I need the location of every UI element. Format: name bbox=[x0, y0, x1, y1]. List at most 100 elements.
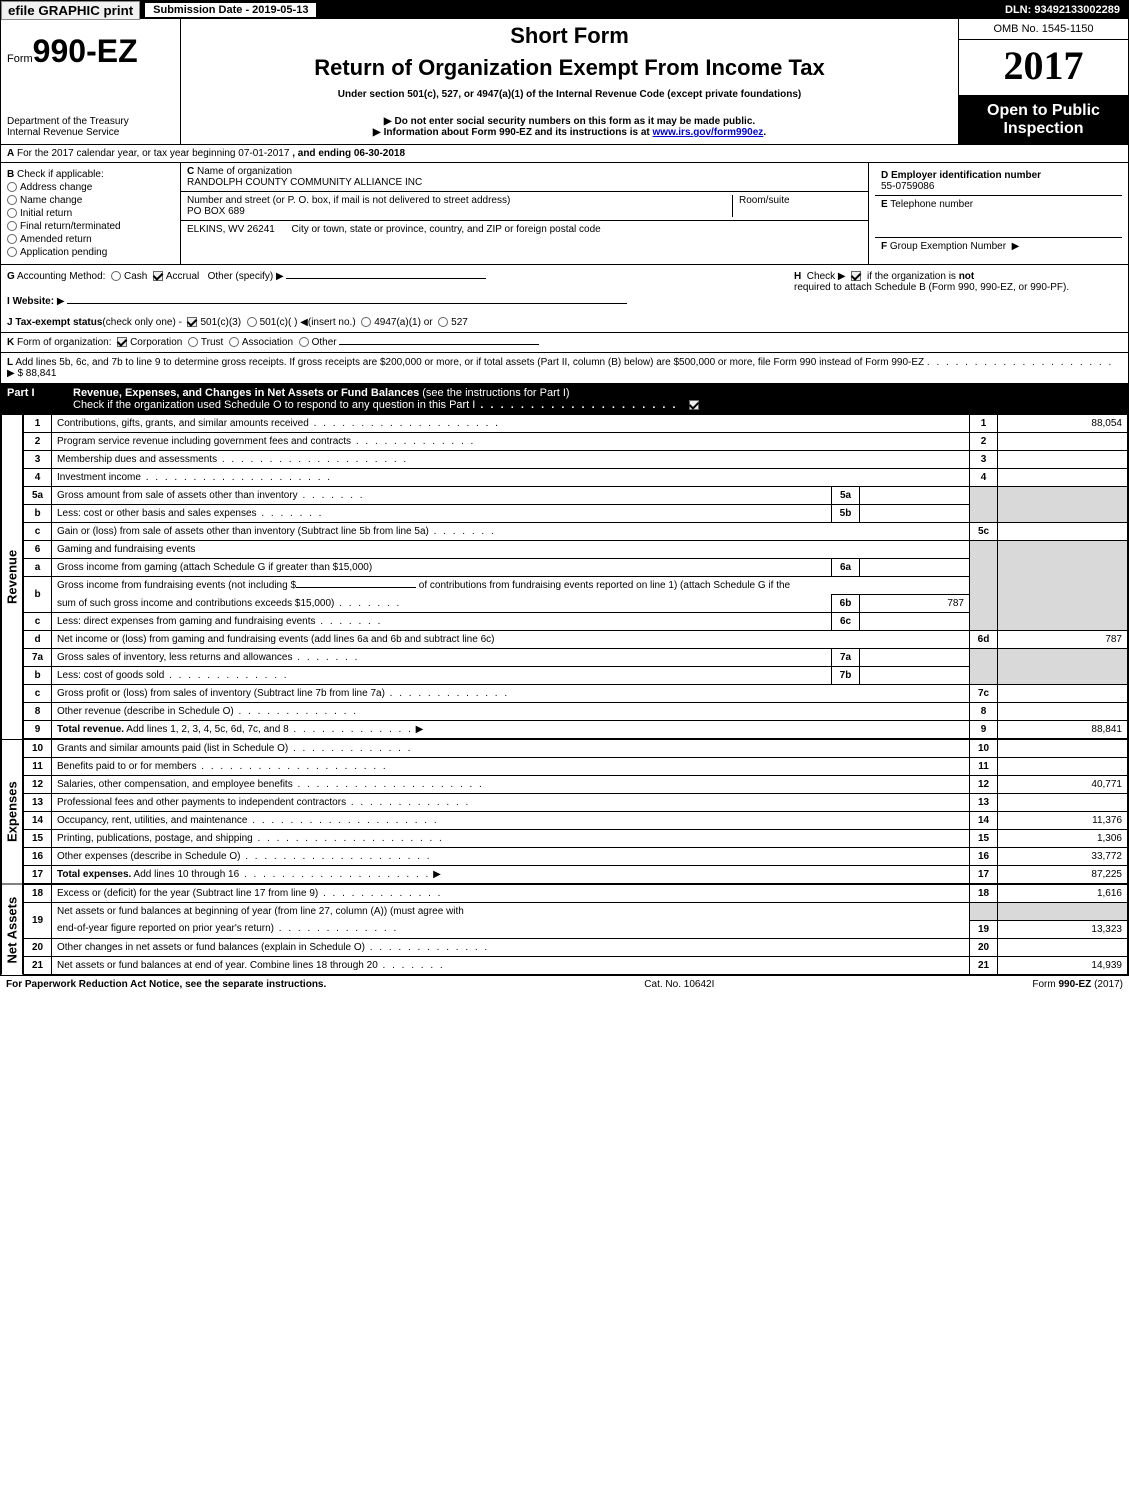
l1-num: 1 bbox=[24, 415, 52, 433]
accrual-label: Accrual bbox=[166, 271, 199, 282]
letter-b: B bbox=[7, 169, 14, 180]
j-4947-checkbox[interactable] bbox=[361, 317, 371, 327]
l10-num: 10 bbox=[24, 740, 52, 758]
l6d-label: Net income or (loss) from gaming and fun… bbox=[57, 634, 494, 645]
notice-info-suffix: . bbox=[763, 127, 766, 138]
line-7c: cGross profit or (loss) from sales of in… bbox=[24, 685, 1128, 703]
shade-cell bbox=[970, 541, 998, 631]
other-method-input[interactable] bbox=[286, 278, 486, 279]
letter-e: E bbox=[881, 199, 888, 210]
ein-cell: D Employer identification number 55-0759… bbox=[875, 167, 1122, 196]
line-6c: cLess: direct expenses from gaming and f… bbox=[24, 613, 1128, 631]
line-h: H Check ▶ if the organization is not req… bbox=[788, 265, 1128, 313]
j-501c-checkbox[interactable] bbox=[247, 317, 257, 327]
final-return-checkbox[interactable] bbox=[7, 221, 17, 231]
l2-label: Program service revenue including govern… bbox=[57, 436, 351, 447]
line-6: 6Gaming and fundraising events bbox=[24, 541, 1128, 559]
application-pending-checkbox[interactable] bbox=[7, 247, 17, 257]
l15-num: 15 bbox=[24, 830, 52, 848]
line-12: 12Salaries, other compensation, and empl… bbox=[24, 776, 1128, 794]
line-i: I Website: ▶ bbox=[7, 296, 782, 307]
l3-label: Membership dues and assessments bbox=[57, 454, 217, 465]
website-input[interactable] bbox=[67, 303, 627, 304]
l7c-box: 7c bbox=[970, 685, 998, 703]
footer: For Paperwork Reduction Act Notice, see … bbox=[0, 976, 1129, 993]
shade-cell bbox=[998, 541, 1128, 631]
letter-j: J bbox=[7, 317, 13, 328]
k-other-input[interactable] bbox=[339, 344, 539, 345]
notice-ssn: Do not enter social security numbers on … bbox=[395, 116, 756, 127]
amended-return-checkbox[interactable] bbox=[7, 234, 17, 244]
l13-amt bbox=[998, 794, 1128, 812]
line-6b-1: bGross income from fundraising events (n… bbox=[24, 577, 1128, 595]
l6b-input[interactable] bbox=[296, 587, 416, 588]
h-checkbox[interactable] bbox=[851, 271, 861, 281]
l8-amt bbox=[998, 703, 1128, 721]
l9-num: 9 bbox=[24, 721, 52, 739]
dots-icon bbox=[247, 815, 438, 826]
org-name-label: Name of organization bbox=[197, 166, 292, 177]
line-6d: dNet income or (loss) from gaming and fu… bbox=[24, 631, 1128, 649]
line-l: L Add lines 5b, 6c, and 7b to line 9 to … bbox=[1, 353, 1128, 384]
efile-print-button[interactable]: efile GRAPHIC print bbox=[1, 1, 140, 20]
line-g: G Accounting Method: Cash Accrual Other … bbox=[7, 271, 782, 282]
info-link[interactable]: www.irs.gov/form990ez bbox=[653, 127, 764, 138]
l4-amt bbox=[998, 469, 1128, 487]
j-527-checkbox[interactable] bbox=[438, 317, 448, 327]
form-prefix: Form bbox=[7, 53, 33, 65]
k-corp-checkbox[interactable] bbox=[117, 337, 127, 347]
line-19-2: end-of-year figure reported on prior yea… bbox=[24, 920, 1128, 938]
city-value: ELKINS, WV 26241 bbox=[187, 224, 275, 235]
l3-amt bbox=[998, 451, 1128, 469]
l14-num: 14 bbox=[24, 812, 52, 830]
dots-icon bbox=[378, 960, 445, 971]
l19-label: Net assets or fund balances at beginning… bbox=[57, 906, 464, 917]
l21-label: Net assets or fund balances at end of ye… bbox=[57, 960, 378, 971]
cash-label: Cash bbox=[124, 271, 147, 282]
l11-num: 11 bbox=[24, 758, 52, 776]
k-assoc-checkbox[interactable] bbox=[229, 337, 239, 347]
accrual-radio[interactable] bbox=[153, 271, 163, 281]
address-change-checkbox[interactable] bbox=[7, 182, 17, 192]
line-8: 8Other revenue (describe in Schedule O)8 bbox=[24, 703, 1128, 721]
k-trust-checkbox[interactable] bbox=[188, 337, 198, 347]
j-501c3-checkbox[interactable] bbox=[187, 317, 197, 327]
dots-icon bbox=[217, 454, 408, 465]
line-4: 4Investment income4 bbox=[24, 469, 1128, 487]
other-label: Other (specify) bbox=[208, 271, 274, 282]
h-not: not bbox=[959, 271, 975, 282]
line-5c: cGain or (loss) from sale of assets othe… bbox=[24, 523, 1128, 541]
l19-box: 19 bbox=[970, 920, 998, 938]
entity-section: B Check if applicable: Address change Na… bbox=[1, 163, 1128, 265]
l5b-label: Less: cost or other basis and sales expe… bbox=[57, 508, 257, 519]
name-change-checkbox[interactable] bbox=[7, 195, 17, 205]
dots-icon bbox=[298, 490, 365, 501]
l9-label2: Add lines 1, 2, 3, 4, 5c, 6d, 7c, and 8 bbox=[126, 724, 288, 735]
l13-box: 13 bbox=[970, 794, 998, 812]
expenses-side-label: Expenses bbox=[1, 739, 23, 884]
cash-radio[interactable] bbox=[111, 271, 121, 281]
city-cell: ELKINS, WV 26241 City or town, state or … bbox=[181, 221, 868, 238]
shade-cell bbox=[970, 649, 998, 685]
l8-label: Other revenue (describe in Schedule O) bbox=[57, 706, 234, 717]
l5b-inbox: 5b bbox=[832, 505, 860, 523]
l17-label: Total expenses. bbox=[57, 869, 131, 880]
ein-value: 55-0759086 bbox=[881, 181, 934, 192]
dots-icon bbox=[475, 399, 677, 411]
l17-amt: 87,225 bbox=[998, 866, 1128, 884]
dots-icon bbox=[315, 616, 382, 627]
initial-return-checkbox[interactable] bbox=[7, 208, 17, 218]
l12-box: 12 bbox=[970, 776, 998, 794]
l1-box: 1 bbox=[970, 415, 998, 433]
line-10: 10Grants and similar amounts paid (list … bbox=[24, 740, 1128, 758]
shade-cell bbox=[998, 487, 1128, 523]
k-other-checkbox[interactable] bbox=[299, 337, 309, 347]
dots-icon bbox=[234, 706, 358, 717]
line-19-1: 19Net assets or fund balances at beginni… bbox=[24, 903, 1128, 921]
form-header: Form990-EZ Department of the Treasury In… bbox=[1, 19, 1128, 145]
city-label: City or town, state or province, country… bbox=[292, 224, 601, 235]
part1-schedule-o-checkbox[interactable] bbox=[689, 400, 699, 410]
l6a-label: Gross income from gaming (attach Schedul… bbox=[57, 562, 372, 573]
l15-box: 15 bbox=[970, 830, 998, 848]
line-15: 15Printing, publications, postage, and s… bbox=[24, 830, 1128, 848]
